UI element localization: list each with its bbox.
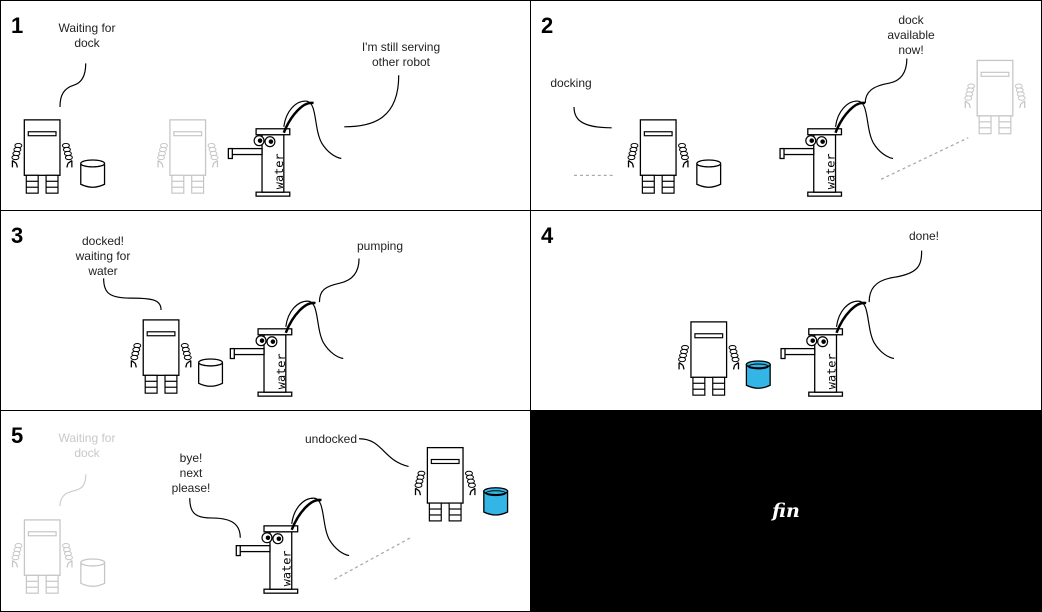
- panel-3: water 3 docked! waiting for water pumpin…: [0, 210, 531, 411]
- robot-departing-ghost: [965, 60, 1025, 133]
- robot-waiting: [12, 120, 72, 193]
- panel-2-art: water: [573, 58, 1041, 198]
- panel-1: water 1 Waiting for dock I'm still servi…: [0, 0, 531, 211]
- label-bye-next-please: bye! next please!: [171, 451, 211, 495]
- panel-3-art: water: [103, 258, 360, 398]
- pump-water-label: water: [825, 353, 839, 389]
- pump-water-label: water: [274, 353, 288, 389]
- label-still-serving: I'm still serving other robot: [361, 40, 441, 69]
- robot-docked: [131, 320, 191, 393]
- panel-end: fin: [530, 410, 1042, 612]
- empty-bucket: [696, 159, 722, 188]
- robot-undocked: [415, 448, 475, 521]
- panel-number: 1: [11, 13, 24, 38]
- panel-2: water 2 docking dock available now!: [530, 0, 1042, 211]
- panel-4-art: water: [531, 250, 923, 398]
- label-pumping: pumping: [356, 239, 404, 253]
- robot-ghost: [158, 120, 218, 193]
- panel-number: 2: [541, 13, 554, 38]
- panel-number: 4: [541, 223, 554, 248]
- panel-number: 5: [11, 423, 24, 448]
- label-dock-available: dock available now!: [887, 13, 935, 57]
- label-waiting-for-dock: Waiting for dock: [58, 431, 116, 460]
- pump-water-label: water: [280, 550, 294, 586]
- filled-bucket: [483, 487, 509, 516]
- label-docking: docking: [550, 76, 592, 90]
- robot-next-ghost: [12, 520, 106, 593]
- empty-bucket: [198, 358, 224, 387]
- pump-water-label: water: [272, 153, 286, 189]
- panel-number: 3: [11, 223, 24, 248]
- panel-5: water 5 Waiting for dock bye! next pleas…: [0, 410, 531, 612]
- label-docked-waiting: docked! waiting for water: [75, 234, 131, 278]
- empty-bucket: [80, 159, 106, 188]
- filled-bucket: [745, 360, 771, 389]
- robot-done: [679, 322, 739, 395]
- fin-text: fin: [772, 500, 800, 522]
- panel-1-art: water: [1, 63, 400, 198]
- label-waiting-for-dock: Waiting for dock: [58, 21, 116, 50]
- label-undocked: undocked: [304, 432, 358, 446]
- panel-4: water 4 done!: [530, 210, 1042, 411]
- pump-water-label: water: [824, 153, 838, 189]
- panel-5-art: water: [1, 438, 509, 595]
- robot-docking: [628, 120, 688, 193]
- label-done: done!: [908, 229, 940, 243]
